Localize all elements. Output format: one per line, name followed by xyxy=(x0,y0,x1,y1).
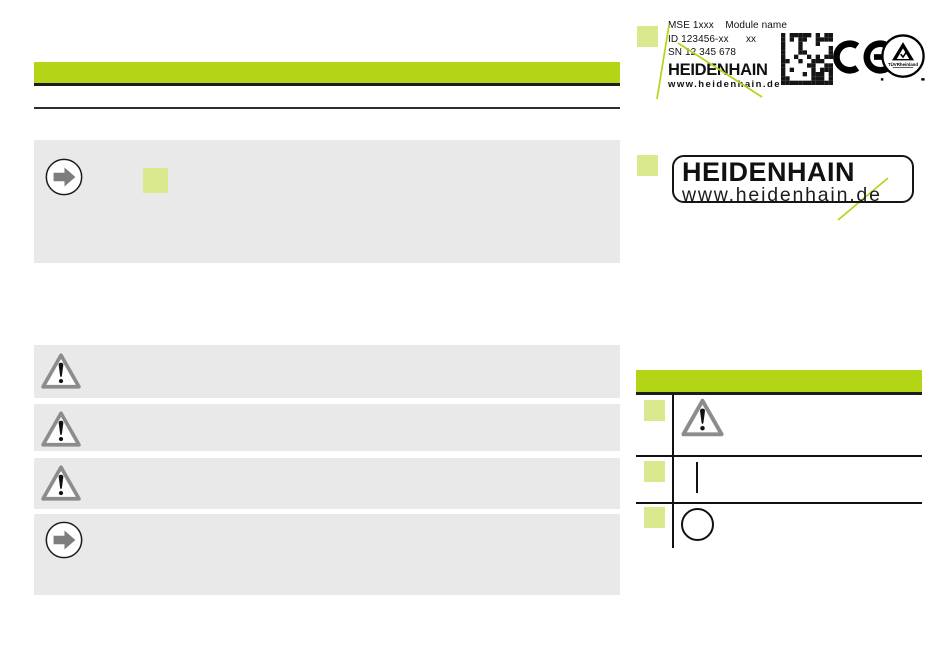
section-title-bar xyxy=(34,62,620,86)
warning-triangle-icon xyxy=(40,351,82,391)
legend-table-header xyxy=(636,370,922,395)
legend-marker-1 xyxy=(644,400,665,421)
callout-line xyxy=(837,177,889,221)
heidenhain-logo-box: HEIDENHAIN www.heidenhain.de xyxy=(672,155,914,206)
warning-triangle-icon xyxy=(680,397,725,438)
label-id-line: ID 123456-xx xx xyxy=(668,33,757,45)
circle-outline-symbol xyxy=(681,508,714,541)
label-model-line: MSE 1xxx Module name xyxy=(668,20,788,31)
tuv-mark-icon: TÜVRheinland xyxy=(879,33,927,83)
device-label: MSE 1xxx Module name ID 123456-xx xx SN … xyxy=(668,19,788,91)
legend-marker-3 xyxy=(644,507,665,528)
datamatrix-code xyxy=(781,33,833,85)
callout-line xyxy=(677,42,763,98)
note-box-bottom xyxy=(34,514,620,595)
green-marker-square xyxy=(143,168,168,193)
warning-triangle-icon xyxy=(40,463,82,503)
callout-line xyxy=(656,24,670,100)
warning-box-2 xyxy=(34,404,620,451)
arrow-right-circle-icon xyxy=(45,521,83,559)
logo-brand-text: HEIDENHAIN xyxy=(682,157,856,187)
arrow-right-circle-icon xyxy=(45,158,83,196)
legend-table-column-divider xyxy=(672,395,674,548)
horizontal-rule xyxy=(34,107,620,109)
tuv-mark-text: TÜVRheinland xyxy=(888,61,918,67)
warning-triangle-icon xyxy=(40,409,82,449)
callout-marker-1 xyxy=(637,26,658,47)
logo-website-text: www.heidenhain.de xyxy=(682,184,882,206)
legend-marker-2 xyxy=(644,461,665,482)
legend-table-row-divider xyxy=(636,502,922,504)
label-sn-line: SN 12 345 678 xyxy=(668,47,737,58)
warning-box-3 xyxy=(34,458,620,509)
vertical-bar-symbol xyxy=(696,462,698,493)
legend-table-row-divider xyxy=(636,455,922,457)
note-box-top xyxy=(34,140,620,263)
label-website: www.heidenhain.de xyxy=(668,78,781,90)
warning-box-1 xyxy=(34,345,620,398)
callout-marker-2 xyxy=(637,155,658,176)
